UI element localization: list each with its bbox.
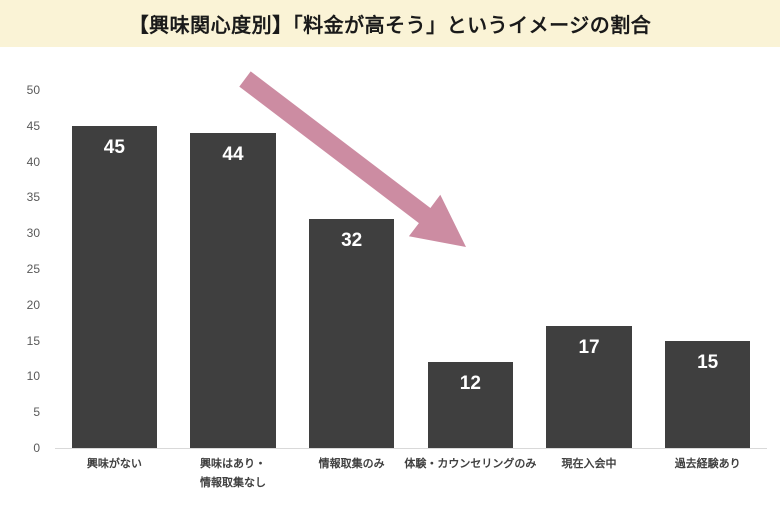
bar: 12	[427, 362, 514, 448]
bar: 32	[308, 218, 395, 448]
bar-column: 17	[530, 90, 649, 448]
y-tick-label: 30	[26, 226, 40, 241]
bar-column: 12	[411, 90, 530, 448]
bar-value-label: 12	[459, 373, 481, 395]
bar-column: 32	[292, 90, 411, 448]
y-tick-label: 35	[26, 190, 40, 205]
plot-area: 45 44 32 12 17 15	[55, 90, 767, 449]
bar: 45	[71, 125, 158, 448]
bar-value-label: 44	[222, 143, 244, 165]
y-tick-label: 25	[26, 262, 40, 276]
x-axis-labels: 興味がない 興味はあり・ 情報取集なし 情報取集のみ 体験・カウンセリングのみ 現在入会中…	[55, 455, 767, 492]
chart-title: 【興味関心度別】「料金が高そう」というイメージの割合	[128, 15, 652, 37]
y-tick-label: 20	[26, 297, 40, 312]
bar-value-label: 15	[697, 351, 719, 373]
y-tick-label: 40	[26, 154, 40, 169]
bar-value-label: 17	[578, 337, 600, 359]
y-tick-label: 10	[26, 369, 40, 384]
x-axis-label: 情報取集のみ	[318, 458, 385, 470]
bar: 44	[190, 132, 276, 448]
x-axis-label: 興味はあり・ 情報取集なし	[200, 458, 266, 489]
bar-column: 45	[55, 90, 174, 448]
bar-value-label: 32	[341, 229, 363, 251]
y-axis: 0 5 10 15 20 25 30 35 40 45 50	[8, 83, 40, 455]
bar: 17	[546, 326, 632, 448]
bar-column: 15	[648, 90, 767, 448]
y-tick-label: 50	[26, 83, 40, 97]
y-tick-label: 0	[33, 441, 40, 455]
bar: 15	[664, 340, 751, 448]
title-banner: 【興味関心度別】「料金が高そう」というイメージの割合	[0, 0, 780, 47]
bar-column: 44	[174, 90, 293, 448]
x-axis-label: 体験・カウンセリングのみ	[404, 458, 537, 470]
y-tick-label: 5	[33, 405, 40, 420]
bar-value-label: 45	[103, 136, 125, 158]
x-axis-label: 現在入会中	[561, 458, 617, 470]
y-tick-label: 45	[26, 118, 40, 133]
x-axis-label: 過去経験あり	[674, 458, 741, 470]
y-tick-label: 15	[26, 333, 40, 348]
x-axis-label: 興味がない	[86, 458, 142, 470]
